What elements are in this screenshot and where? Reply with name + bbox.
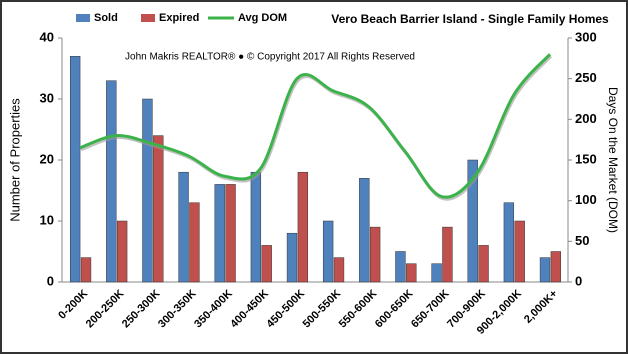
bar [142,98,153,283]
bar [503,202,515,283]
bar [478,245,489,283]
y2-axis-label: Days On the Market (DOM) [606,87,620,233]
bar [322,220,334,283]
bar [189,202,200,283]
bar [369,226,381,283]
y-tick-label: 20 [40,151,54,166]
bar [214,184,225,283]
y2-tick-label: 200 [575,111,597,126]
line [79,53,552,199]
bar [261,245,272,283]
legend-swatch [76,14,90,22]
y-tick-label: 0 [47,273,54,288]
bar [116,220,128,283]
bar [514,220,525,283]
y2-tick-label: 250 [575,70,597,85]
y2-tick-label: 300 [575,29,597,44]
y-tick-label: 30 [40,90,54,105]
annotation: John Makris REALTOR® ● © Copyright 2017 … [125,52,415,63]
bar [539,257,551,283]
y2-tick-label: 150 [575,151,597,166]
y-tick-label: 10 [40,212,54,227]
legend-label: Avg DOM [238,12,287,24]
bar [359,178,370,283]
y2-tick-label: 100 [575,192,597,207]
legend-label: Sold [94,12,118,24]
bar [153,135,164,283]
bar [297,171,309,283]
y2-tick-label: 0 [575,273,582,288]
y-tick-label: 40 [40,29,54,44]
y-axis-label: Number of Properties [7,98,22,222]
bar [333,257,345,283]
bar [467,159,478,283]
bar [178,171,189,283]
bar [225,184,236,283]
y2-tick-label: 50 [575,233,589,248]
legend-label: Expired [159,12,199,24]
chart-title: Vero Beach Barrier Island - Single Famil… [331,12,609,26]
bar [106,80,117,283]
bar [286,232,298,283]
bar [69,56,81,283]
bar [442,226,453,283]
bar [550,251,562,283]
bar [406,263,417,283]
bar [250,171,262,283]
bar [395,251,406,283]
bar [80,257,92,283]
legend-swatch [141,14,155,22]
bar [431,263,442,283]
